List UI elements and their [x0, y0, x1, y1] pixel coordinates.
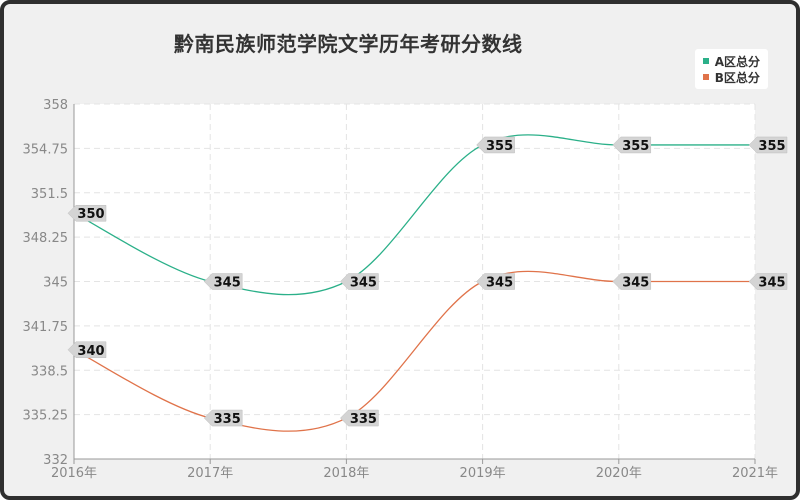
data-label: 345 — [476, 273, 515, 291]
data-label: 345 — [340, 273, 379, 291]
data-label-text: 335 — [350, 412, 377, 427]
data-label-text: 355 — [486, 139, 513, 154]
data-label-text: 345 — [350, 276, 377, 291]
data-label: 350 — [67, 204, 107, 222]
x-tick-label: 2018年 — [323, 466, 369, 481]
line-chart: 358 354.75 351.5 348.25 345 341.75 338.5 335.25… — [23, 98, 788, 481]
y-tick-label: 335.25 — [23, 409, 69, 424]
y-tick-label: 332 — [43, 453, 68, 468]
chart-title: 黔南民族师范学院文学历年考研分数线 — [174, 32, 523, 56]
y-tick-label: 338.5 — [31, 364, 68, 379]
data-label-text: 355 — [622, 139, 649, 154]
x-tick-label: 2019年 — [460, 466, 506, 481]
data-label: 345 — [748, 273, 788, 291]
x-tick-label: 2016年 — [51, 466, 97, 481]
data-label: 335 — [340, 409, 379, 427]
data-label: 355 — [476, 136, 515, 154]
data-label-box — [203, 273, 243, 290]
legend-label-a: A区总分 — [714, 54, 760, 69]
y-tick-label: 358 — [43, 98, 68, 113]
data-label-box — [67, 204, 107, 222]
data-label-box — [612, 273, 652, 290]
y-tick-label: 351.5 — [31, 187, 68, 202]
data-label: 340 — [67, 341, 107, 359]
data-label-box — [476, 273, 515, 290]
data-label: 355 — [612, 136, 652, 154]
legend-item-b[interactable]: B区总分 — [702, 69, 760, 85]
data-label-box — [340, 273, 379, 290]
data-label-text: 345 — [486, 276, 513, 291]
data-label-box — [748, 136, 788, 154]
data-label-text: 345 — [622, 276, 649, 291]
data-label-box — [612, 136, 652, 154]
data-label: 345 — [203, 273, 243, 291]
data-label: 355 — [748, 136, 788, 154]
chart-legend: A区总分 B区总分 — [694, 49, 768, 89]
data-label-text: 345 — [214, 276, 241, 291]
data-label-text: 340 — [77, 344, 104, 359]
data-label: 335 — [203, 409, 243, 427]
legend-label-b: B区总分 — [714, 70, 760, 85]
legend-item-a[interactable]: A区总分 — [702, 53, 760, 69]
data-label-text: 350 — [77, 207, 104, 222]
data-label-box — [748, 273, 788, 290]
y-tick-label: 345 — [43, 276, 68, 291]
data-label-text: 355 — [758, 139, 785, 154]
data-label-box — [340, 409, 379, 427]
legend-swatch-a — [702, 58, 709, 64]
data-label-box — [203, 409, 243, 427]
x-tick-label: 2017年 — [187, 466, 233, 481]
data-label: 345 — [612, 273, 652, 291]
data-label-box — [67, 341, 107, 359]
data-label-text: 345 — [758, 276, 785, 291]
y-tick-label: 348.25 — [23, 231, 69, 246]
x-tick-label: 2020年 — [596, 466, 642, 481]
y-tick-label: 341.75 — [23, 320, 69, 335]
y-tick-label: 354.75 — [23, 142, 69, 157]
legend-swatch-b — [702, 74, 709, 80]
data-label-box — [476, 136, 515, 154]
x-tick-label: 2021年 — [732, 466, 778, 481]
data-label-text: 335 — [214, 412, 241, 427]
